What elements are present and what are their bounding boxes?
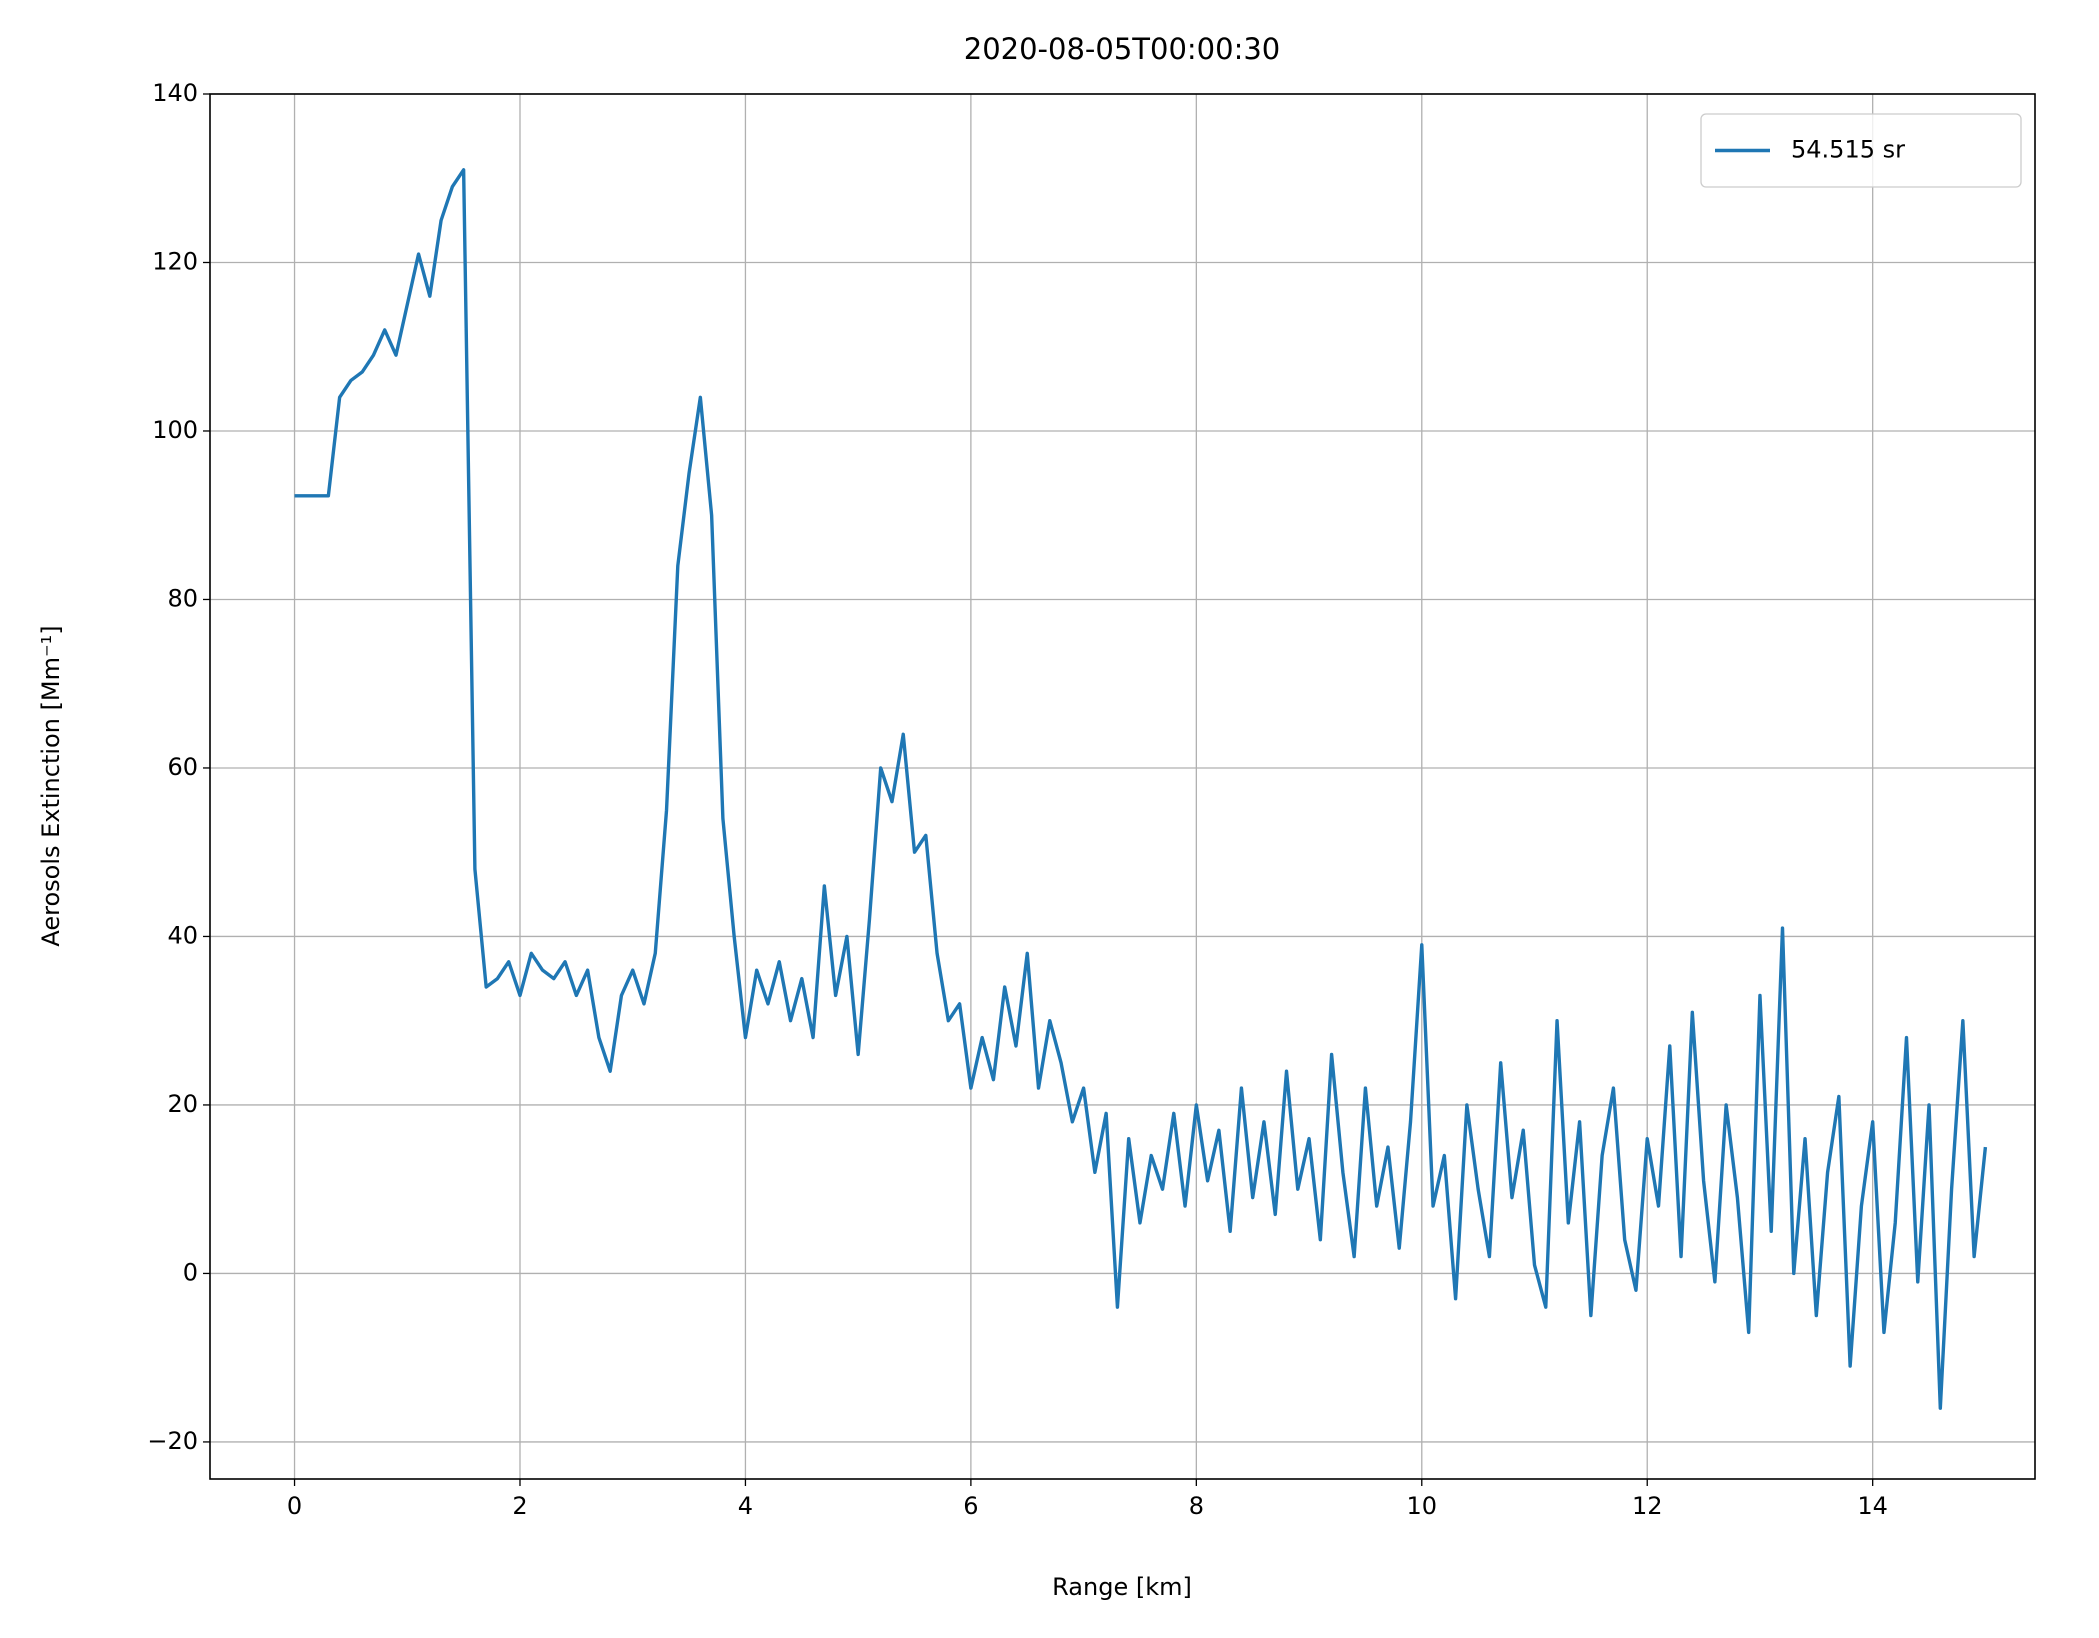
y-axis-label: Aerosols Extinction [Mm⁻¹] <box>37 625 65 946</box>
y-tick-label: 60 <box>167 753 198 781</box>
x-tick-label: 4 <box>738 1492 753 1520</box>
x-tick-label: 6 <box>963 1492 978 1520</box>
y-tick-label: 0 <box>183 1258 198 1286</box>
y-tick-label: −20 <box>147 1427 198 1455</box>
data-line <box>294 168 1988 1410</box>
x-axis-label: Range [km] <box>1052 1573 1192 1601</box>
legend-box <box>1700 113 2022 188</box>
x-tick-label: 2 <box>512 1492 527 1520</box>
chart-title: 2020-08-05T00:00:30 <box>964 32 1281 66</box>
y-tick-label: 20 <box>167 1090 198 1118</box>
y-tick-label: 100 <box>152 416 198 444</box>
x-tick-label: 12 <box>1632 1492 1663 1520</box>
x-tick-label: 0 <box>287 1492 302 1520</box>
legend-label: 54.515 sr <box>1791 136 1905 164</box>
y-tick-label: 80 <box>167 584 198 612</box>
x-tick-label: 8 <box>1189 1492 1204 1520</box>
x-tick-label: 14 <box>1857 1492 1888 1520</box>
y-tick-label: 140 <box>152 79 198 107</box>
x-tick-label: 10 <box>1407 1492 1438 1520</box>
axes-frame <box>209 93 2036 1480</box>
y-tick-label: 40 <box>167 921 198 949</box>
y-tick-label: 120 <box>152 247 198 275</box>
